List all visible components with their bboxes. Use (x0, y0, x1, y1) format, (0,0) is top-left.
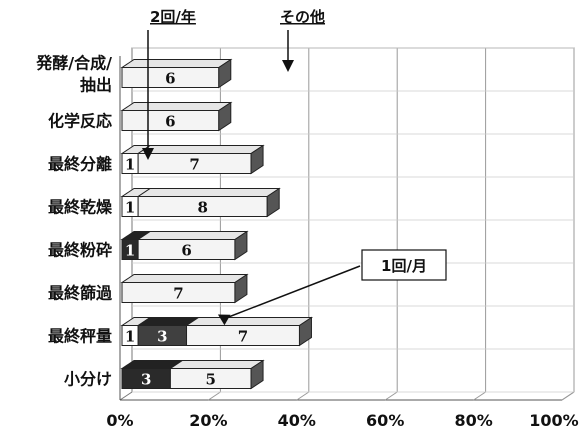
bar-segment-top (136, 188, 281, 197)
data-label: 7 (173, 285, 183, 303)
data-label: 8 (197, 199, 207, 217)
data-label: 1 (125, 156, 135, 174)
annotation-other-arrow-head (282, 60, 294, 72)
bar-end-cap (298, 316, 312, 347)
x-tick-label: 20% (189, 411, 227, 430)
bar-segment-top (120, 102, 233, 111)
category-label: 最終粉砕 (48, 241, 112, 260)
category-label: 抽出 (80, 76, 112, 95)
data-label: 6 (165, 70, 175, 88)
data-label: 3 (157, 328, 167, 346)
bar-end-cap (250, 359, 264, 390)
category-label: 最終篩過 (48, 284, 113, 303)
annotation-other: その他 (280, 8, 325, 26)
category-label: 小分け (64, 370, 112, 389)
bar-segment-top (136, 145, 265, 154)
annotation-1-per-month-arrow-head (217, 314, 231, 326)
data-label: 6 (165, 113, 175, 131)
annotation-1-per-month-arrow-shaft (225, 265, 361, 319)
bar-end-cap (234, 273, 248, 304)
data-label: 1 (125, 199, 135, 217)
category-label: 最終秤量 (48, 327, 112, 346)
annotation-2-per-year: 2回/年 (150, 8, 196, 26)
gridline-floor-40 (296, 391, 310, 401)
bar-end-cap (250, 144, 264, 175)
gridline-floor-100 (561, 391, 575, 401)
plot-back-frame (119, 47, 575, 401)
data-label: 1 (125, 242, 135, 260)
annotation-1-per-month: 1回/月 (381, 257, 427, 275)
data-label: 3 (141, 371, 151, 389)
bar-end-cap (266, 187, 280, 218)
data-label: 1 (125, 328, 135, 346)
gridline-floor-60 (384, 391, 398, 401)
bar-segment-top (120, 59, 233, 68)
annotation-2-per-year-arrow-head (142, 148, 154, 160)
data-label: 5 (206, 371, 216, 389)
x-tick-label: 100% (529, 411, 578, 430)
category-label: 発酵/合成/ (35, 54, 112, 73)
gridline-floor-80 (473, 391, 486, 401)
x-tick-label: 0% (106, 411, 133, 430)
bar-end-cap (234, 230, 248, 261)
bar-end-cap (218, 101, 232, 132)
bar-segment-top (184, 317, 314, 326)
bar-segment-top (168, 360, 265, 369)
category-label: 化学反応 (48, 112, 112, 131)
bar-segment-top (120, 274, 249, 283)
data-label: 7 (189, 156, 199, 174)
data-label: 7 (238, 328, 248, 346)
bar-segment-top (136, 231, 249, 240)
x-tick-label: 80% (454, 411, 492, 430)
x-tick-label: 60% (366, 411, 404, 430)
x-tick-label: 40% (278, 411, 316, 430)
bar-end-cap (218, 58, 232, 89)
annotation-1-per-month-box (361, 249, 447, 281)
data-label: 6 (181, 242, 191, 260)
category-label: 最終乾燥 (48, 198, 113, 217)
gridline-floor-20 (208, 391, 221, 401)
category-label: 最終分離 (48, 155, 112, 174)
